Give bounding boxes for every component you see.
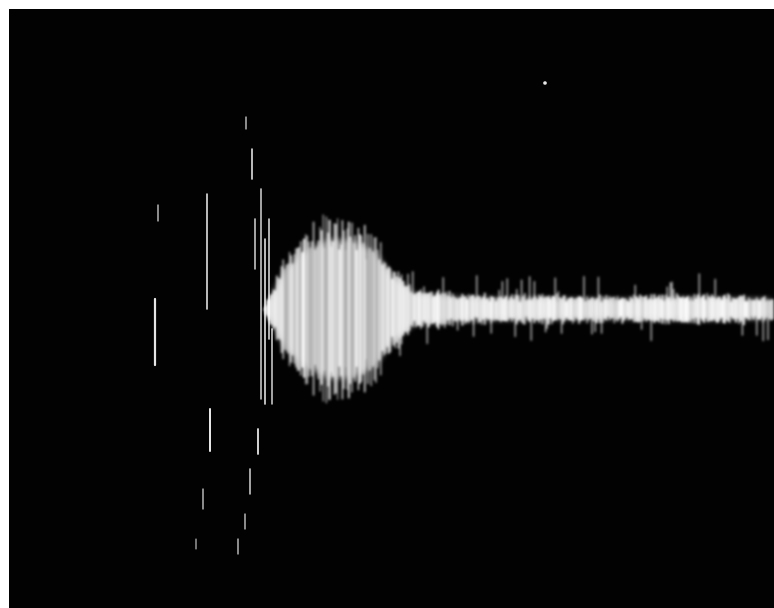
stray-dot xyxy=(543,81,547,85)
oscilloscope-screen xyxy=(9,9,774,608)
waveform-trace xyxy=(263,214,774,404)
pre-trigger-spikes xyxy=(153,116,273,555)
